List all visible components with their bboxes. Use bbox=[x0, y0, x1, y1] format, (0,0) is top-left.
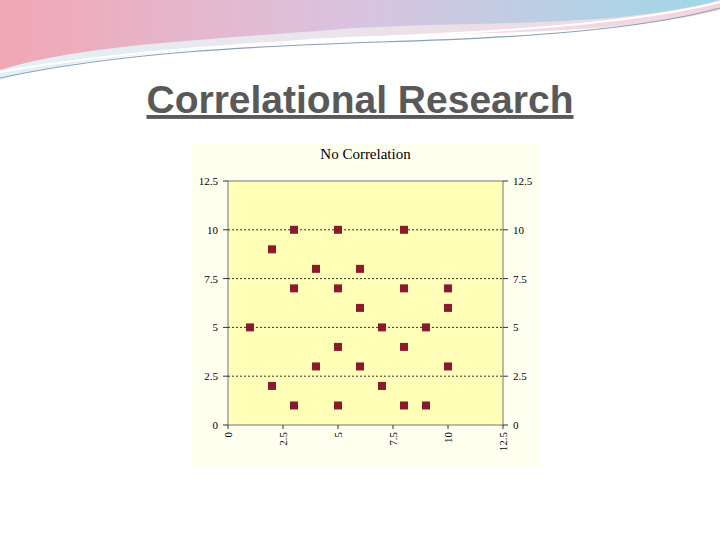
chart-title: No Correlation bbox=[320, 146, 411, 162]
y-tick bbox=[223, 181, 228, 182]
y-tick-right bbox=[503, 278, 508, 279]
x-tick bbox=[283, 425, 284, 429]
point bbox=[334, 284, 342, 292]
y-tick-label-right: 7.5 bbox=[513, 273, 527, 285]
y-tick-label: 7.5 bbox=[204, 273, 218, 285]
x-tick bbox=[393, 425, 394, 429]
points bbox=[246, 226, 452, 410]
y-tick-right bbox=[503, 327, 508, 328]
point bbox=[290, 284, 298, 292]
x-tick bbox=[228, 425, 229, 429]
grid-line bbox=[228, 229, 503, 230]
point bbox=[312, 362, 320, 370]
header-line bbox=[0, 2, 720, 72]
chart-background bbox=[192, 143, 540, 467]
grid-line bbox=[228, 327, 503, 328]
point bbox=[356, 304, 364, 312]
point bbox=[312, 265, 320, 273]
x-tick-label: 12.5 bbox=[497, 432, 509, 452]
point bbox=[378, 323, 386, 331]
y-tick bbox=[223, 278, 228, 279]
point bbox=[400, 401, 408, 409]
y-tick-label: 0 bbox=[213, 419, 219, 431]
y-tick-right bbox=[503, 376, 508, 377]
y-tick bbox=[223, 376, 228, 377]
point bbox=[400, 343, 408, 351]
point bbox=[422, 323, 430, 331]
x-tick-label: 10 bbox=[442, 432, 454, 444]
y-tick-label-right: 0 bbox=[513, 419, 519, 431]
point bbox=[444, 284, 452, 292]
x-tick-label: 2.5 bbox=[277, 432, 289, 446]
point bbox=[444, 304, 452, 312]
x-tick bbox=[503, 425, 504, 429]
header-line bbox=[0, 8, 720, 78]
y-tick-right bbox=[503, 425, 508, 426]
point bbox=[334, 343, 342, 351]
point bbox=[444, 362, 452, 370]
y-tick bbox=[223, 327, 228, 328]
y-tick-label-right: 12.5 bbox=[513, 175, 533, 187]
point bbox=[334, 401, 342, 409]
point bbox=[290, 401, 298, 409]
point bbox=[400, 284, 408, 292]
point bbox=[268, 382, 276, 390]
y-tick-label: 5 bbox=[213, 321, 219, 333]
slide: Correlational ResearchNo Correlation002.… bbox=[0, 0, 720, 540]
x-tick-label: 5 bbox=[332, 432, 344, 438]
point bbox=[422, 401, 430, 409]
x-tick bbox=[448, 425, 449, 429]
x-tick bbox=[338, 425, 339, 429]
y-tick-right bbox=[503, 181, 508, 182]
point bbox=[268, 245, 276, 253]
plot-area bbox=[228, 181, 503, 425]
y-tick-label-right: 10 bbox=[513, 224, 525, 236]
y-tick-right bbox=[503, 229, 508, 230]
x-tick-label: 7.5 bbox=[387, 432, 399, 446]
point bbox=[400, 226, 408, 234]
grid-line bbox=[228, 376, 503, 377]
y-tick bbox=[223, 425, 228, 426]
y-tick-label: 10 bbox=[207, 224, 219, 236]
point bbox=[246, 323, 254, 331]
point bbox=[290, 226, 298, 234]
x-tick-label: 0 bbox=[222, 432, 234, 438]
y-tick-label-right: 2.5 bbox=[513, 370, 527, 382]
point bbox=[356, 362, 364, 370]
grid-line bbox=[228, 278, 503, 279]
slide-title: Correlational Research bbox=[146, 78, 573, 121]
point bbox=[378, 382, 386, 390]
y-tick bbox=[223, 229, 228, 230]
header-wave bbox=[0, 0, 720, 80]
y-tick-label-right: 5 bbox=[513, 321, 519, 333]
point bbox=[334, 226, 342, 234]
y-tick-label: 2.5 bbox=[204, 370, 218, 382]
point bbox=[356, 265, 364, 273]
y-tick-label: 12.5 bbox=[199, 175, 219, 187]
